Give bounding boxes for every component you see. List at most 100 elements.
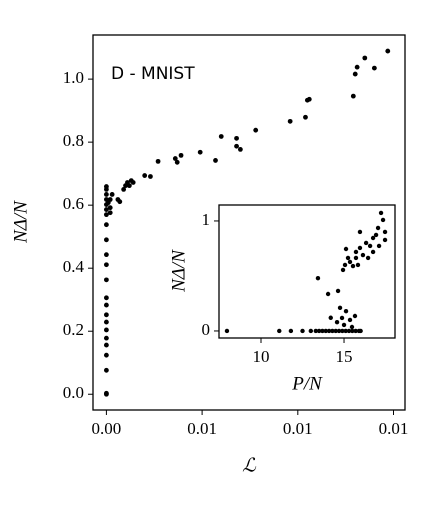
point bbox=[370, 249, 376, 255]
point bbox=[357, 229, 363, 235]
point bbox=[353, 249, 359, 255]
frame bbox=[218, 204, 396, 339]
x-tick-label: 15 bbox=[336, 347, 353, 366]
point bbox=[373, 232, 379, 238]
y-tick-label: 0.6 bbox=[63, 194, 84, 213]
point bbox=[130, 180, 136, 185]
point bbox=[350, 263, 356, 269]
point bbox=[103, 312, 109, 318]
point bbox=[148, 174, 153, 179]
point bbox=[103, 302, 109, 308]
point bbox=[353, 255, 359, 261]
point bbox=[234, 135, 239, 141]
point bbox=[287, 118, 293, 124]
y-tick-label: 1.0 bbox=[63, 68, 84, 87]
point bbox=[103, 335, 109, 341]
point bbox=[382, 237, 388, 243]
point bbox=[340, 328, 345, 334]
point bbox=[349, 324, 355, 330]
point bbox=[316, 328, 322, 334]
point bbox=[172, 156, 178, 161]
point bbox=[352, 313, 358, 319]
frame bbox=[92, 34, 406, 411]
point bbox=[103, 295, 109, 301]
point bbox=[103, 192, 109, 197]
point bbox=[103, 222, 109, 228]
point bbox=[328, 315, 333, 320]
point bbox=[355, 262, 361, 268]
point bbox=[342, 262, 348, 268]
point bbox=[288, 328, 294, 334]
point bbox=[345, 255, 351, 261]
point bbox=[323, 328, 328, 334]
point bbox=[380, 217, 386, 223]
point bbox=[347, 317, 353, 323]
point bbox=[300, 328, 305, 334]
point bbox=[347, 259, 353, 265]
point bbox=[367, 243, 373, 249]
point bbox=[277, 328, 282, 334]
point bbox=[340, 267, 346, 273]
y-axis-label: NΔ/N bbox=[10, 200, 31, 244]
y-tick-label: 1 bbox=[202, 210, 211, 229]
point bbox=[126, 183, 132, 189]
point bbox=[303, 114, 308, 120]
x-axis-label: ℒ bbox=[242, 455, 257, 476]
point bbox=[362, 55, 368, 61]
point bbox=[333, 328, 338, 334]
y-tick-label: 0 bbox=[202, 320, 211, 339]
point bbox=[107, 210, 113, 216]
y-tick-label: 0.4 bbox=[63, 257, 85, 276]
point bbox=[360, 252, 366, 258]
point bbox=[330, 328, 335, 334]
point bbox=[357, 245, 363, 251]
point bbox=[142, 173, 148, 178]
point bbox=[382, 229, 388, 235]
point bbox=[213, 158, 218, 163]
point bbox=[325, 291, 331, 297]
point bbox=[197, 149, 203, 155]
point bbox=[103, 352, 109, 358]
point bbox=[103, 327, 109, 333]
point bbox=[365, 255, 371, 261]
point bbox=[109, 192, 115, 197]
point bbox=[103, 319, 109, 325]
point bbox=[350, 328, 355, 334]
point bbox=[103, 277, 109, 283]
y-tick-label: 0.8 bbox=[63, 131, 84, 150]
point bbox=[343, 328, 348, 334]
point bbox=[313, 328, 318, 334]
point bbox=[308, 328, 314, 334]
point bbox=[339, 315, 345, 321]
point bbox=[121, 187, 127, 192]
point bbox=[107, 205, 113, 211]
point bbox=[334, 319, 340, 325]
point bbox=[358, 328, 363, 334]
point bbox=[343, 308, 349, 314]
point bbox=[218, 134, 224, 139]
point bbox=[178, 152, 184, 158]
point bbox=[335, 288, 341, 294]
point bbox=[103, 237, 109, 243]
point bbox=[376, 243, 382, 249]
point bbox=[350, 93, 356, 99]
y-tick-label: 0.0 bbox=[63, 383, 84, 402]
point bbox=[346, 328, 352, 334]
point bbox=[253, 127, 259, 133]
point bbox=[353, 328, 358, 334]
point bbox=[224, 328, 230, 334]
point bbox=[103, 252, 109, 258]
point bbox=[363, 240, 369, 246]
point bbox=[103, 212, 109, 218]
point bbox=[326, 328, 332, 334]
point bbox=[336, 328, 342, 334]
x-tick-label: 0.01 bbox=[187, 419, 217, 438]
point bbox=[103, 342, 109, 348]
point bbox=[385, 48, 391, 54]
point bbox=[306, 96, 312, 102]
point bbox=[103, 207, 109, 212]
point bbox=[103, 390, 109, 396]
point bbox=[375, 225, 381, 231]
point bbox=[370, 235, 376, 241]
point bbox=[103, 184, 109, 189]
